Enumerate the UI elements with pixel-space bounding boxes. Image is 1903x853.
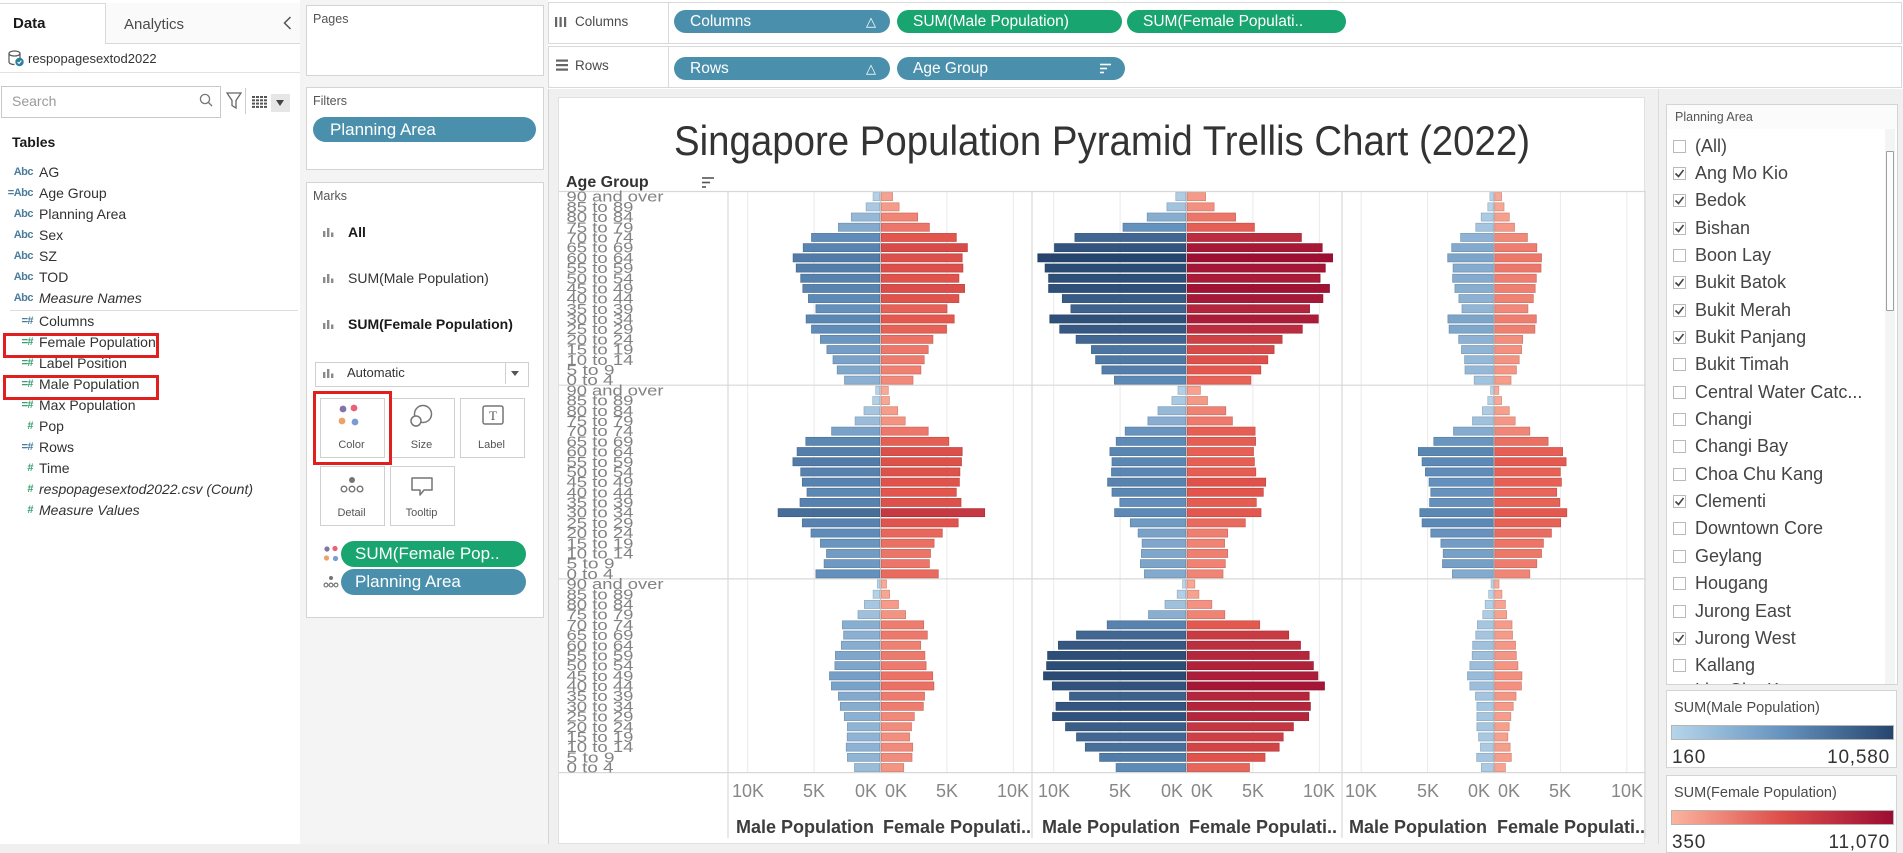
svg-text:65 to 69: 65 to 69 — [567, 241, 634, 257]
svg-text:10K: 10K — [1611, 781, 1643, 801]
svg-text:Male Population: Male Population — [736, 817, 874, 837]
svg-text:40 to 44: 40 to 44 — [567, 292, 634, 308]
svg-text:70 to 74: 70 to 74 — [567, 424, 634, 440]
svg-text:65 to 69: 65 to 69 — [567, 434, 634, 450]
svg-text:80 to 84: 80 to 84 — [567, 404, 634, 420]
svg-text:40 to 44: 40 to 44 — [567, 485, 634, 501]
svg-text:Male Population: Male Population — [1042, 817, 1180, 837]
svg-text:5K: 5K — [1242, 781, 1264, 801]
svg-text:90 and over: 90 and over — [567, 190, 664, 206]
svg-text:50 to 54: 50 to 54 — [567, 659, 634, 675]
svg-text:50 to 54: 50 to 54 — [567, 465, 634, 481]
svg-text:20 to 24: 20 to 24 — [567, 332, 634, 348]
svg-text:80 to 84: 80 to 84 — [567, 598, 634, 614]
svg-text:5K: 5K — [1109, 781, 1131, 801]
svg-text:0K: 0K — [1191, 781, 1213, 801]
svg-text:55 to 59: 55 to 59 — [567, 261, 634, 277]
svg-text:5 to 9: 5 to 9 — [567, 363, 615, 379]
svg-text:85 to 89: 85 to 89 — [567, 587, 634, 603]
svg-text:T: T — [489, 408, 497, 423]
svg-text:Female Populati..: Female Populati.. — [1189, 817, 1337, 837]
svg-text:0K: 0K — [1161, 781, 1183, 801]
svg-text:0K: 0K — [885, 781, 907, 801]
svg-text:10 to 14: 10 to 14 — [567, 740, 634, 756]
svg-text:10 to 14: 10 to 14 — [567, 353, 634, 369]
svg-text:75 to 79: 75 to 79 — [567, 414, 634, 430]
svg-text:90 and over: 90 and over — [567, 577, 664, 593]
svg-text:5K: 5K — [936, 781, 958, 801]
svg-text:10K: 10K — [1038, 781, 1070, 801]
svg-text:45 to 49: 45 to 49 — [567, 475, 634, 491]
svg-text:35 to 39: 35 to 39 — [567, 689, 634, 705]
svg-text:10 to 14: 10 to 14 — [567, 547, 634, 563]
svg-text:5K: 5K — [1549, 781, 1571, 801]
svg-text:70 to 74: 70 to 74 — [567, 231, 634, 247]
svg-text:0 to 4: 0 to 4 — [567, 761, 614, 777]
svg-text:5K: 5K — [803, 781, 825, 801]
svg-text:Singapore Population Pyramid T: Singapore Population Pyramid Trellis Cha… — [674, 117, 1530, 164]
svg-text:75 to 79: 75 to 79 — [567, 220, 634, 236]
svg-text:75 to 79: 75 to 79 — [567, 608, 634, 624]
svg-text:35 to 39: 35 to 39 — [567, 302, 634, 318]
svg-text:0K: 0K — [1468, 781, 1490, 801]
svg-text:60 to 64: 60 to 64 — [567, 445, 634, 461]
svg-text:90 and over: 90 and over — [567, 383, 664, 399]
svg-text:10K: 10K — [997, 781, 1029, 801]
svg-text:25 to 29: 25 to 29 — [567, 710, 634, 726]
svg-text:20 to 24: 20 to 24 — [567, 720, 634, 736]
svg-text:30 to 34: 30 to 34 — [567, 699, 634, 715]
svg-text:35 to 39: 35 to 39 — [567, 496, 634, 512]
svg-text:85 to 89: 85 to 89 — [567, 200, 634, 216]
svg-text:0 to 4: 0 to 4 — [567, 567, 614, 583]
svg-text:Age Group: Age Group — [566, 174, 649, 191]
svg-text:45 to 49: 45 to 49 — [567, 669, 634, 685]
svg-text:Female Populati..: Female Populati.. — [883, 817, 1031, 837]
svg-text:25 to 29: 25 to 29 — [567, 322, 634, 338]
svg-text:50 to 54: 50 to 54 — [567, 271, 634, 287]
svg-text:15 to 19: 15 to 19 — [567, 343, 634, 359]
svg-text:80 to 84: 80 to 84 — [567, 210, 634, 226]
svg-text:25 to 29: 25 to 29 — [567, 516, 634, 532]
svg-text:30 to 34: 30 to 34 — [567, 506, 634, 522]
svg-text:0K: 0K — [855, 781, 877, 801]
svg-text:5 to 9: 5 to 9 — [567, 557, 615, 573]
svg-text:30 to 34: 30 to 34 — [567, 312, 634, 328]
svg-text:Male Population: Male Population — [1349, 817, 1487, 837]
svg-text:Female Populati..: Female Populati.. — [1497, 817, 1645, 837]
svg-text:15 to 19: 15 to 19 — [567, 536, 634, 552]
svg-text:60 to 64: 60 to 64 — [567, 251, 634, 267]
svg-text:85 to 89: 85 to 89 — [567, 394, 634, 410]
svg-text:10K: 10K — [732, 781, 764, 801]
svg-text:40 to 44: 40 to 44 — [567, 679, 634, 695]
svg-text:15 to 19: 15 to 19 — [567, 730, 634, 746]
svg-text:0K: 0K — [1498, 781, 1520, 801]
svg-text:60 to 64: 60 to 64 — [567, 638, 634, 654]
svg-text:0 to 4: 0 to 4 — [567, 373, 614, 389]
svg-text:65 to 69: 65 to 69 — [567, 628, 634, 644]
svg-text:55 to 59: 55 to 59 — [567, 455, 634, 471]
svg-text:10K: 10K — [1303, 781, 1335, 801]
svg-text:45 to 49: 45 to 49 — [567, 281, 634, 297]
svg-text:55 to 59: 55 to 59 — [567, 649, 634, 665]
svg-text:20 to 24: 20 to 24 — [567, 526, 634, 542]
svg-text:5 to 9: 5 to 9 — [567, 750, 615, 766]
svg-text:10K: 10K — [1345, 781, 1377, 801]
svg-text:70 to 74: 70 to 74 — [567, 618, 634, 634]
svg-text:5K: 5K — [1417, 781, 1439, 801]
